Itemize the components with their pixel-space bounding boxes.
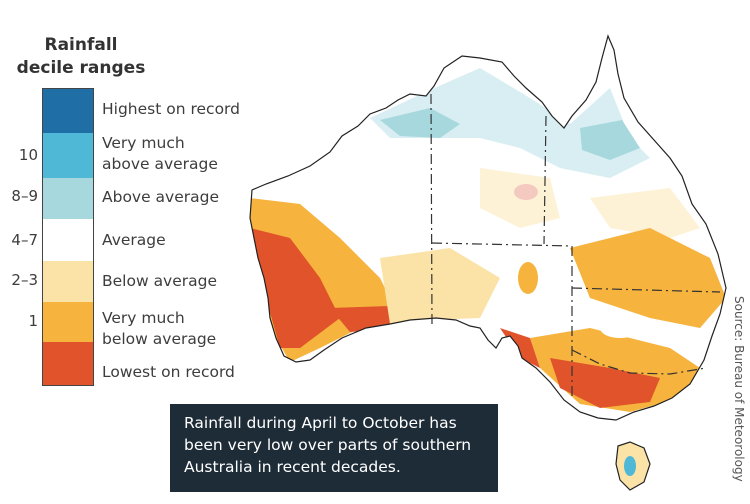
label-very-much-above-average: Very much above average <box>102 134 218 173</box>
label-below-average: Below average <box>102 272 218 290</box>
decile-10: 10 <box>18 146 38 164</box>
caption-box: Rainfall during April to October has bee… <box>170 404 498 492</box>
caption-line3: Australia in recent decades. <box>184 458 401 476</box>
decile-8-9: 8–9 <box>11 187 38 205</box>
label-lowest-on-record: Lowest on record <box>102 363 235 381</box>
swatch-very-much-above-average <box>42 133 94 178</box>
coastline <box>249 34 727 421</box>
swatch-very-much-below-average <box>42 302 94 342</box>
state-borders <box>430 93 721 400</box>
label-highest-on-record: Highest on record <box>102 100 240 118</box>
label-average: Average <box>102 231 166 249</box>
label-very-much-below-average: Very much below average <box>102 309 217 348</box>
decile-1: 1 <box>28 312 38 330</box>
legend-title-line2: decile ranges <box>16 58 146 78</box>
decile-2-3: 2–3 <box>11 271 38 289</box>
label-above-average: Above average <box>102 188 220 206</box>
swatch-lowest-on-record <box>42 342 94 386</box>
caption-line1: Rainfall during April to October has <box>184 414 457 432</box>
swatch-highest-on-record <box>42 88 94 134</box>
tasmania-outline <box>615 441 651 491</box>
decile-4-7: 4–7 <box>11 231 38 249</box>
swatch-above-average <box>42 178 94 219</box>
caption-line2: been very low over parts of southern <box>184 436 472 454</box>
swatch-average <box>42 219 94 261</box>
source-credit: Source: Bureau of Meteorology <box>732 296 746 482</box>
swatch-below-average <box>42 261 94 302</box>
legend-title: Rainfall decile ranges <box>16 34 146 80</box>
legend-title-line1: Rainfall <box>44 35 118 55</box>
